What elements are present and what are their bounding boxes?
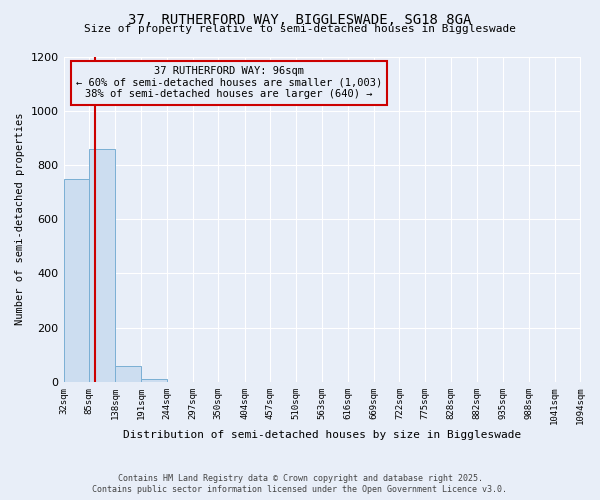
Bar xyxy=(89,148,115,382)
Y-axis label: Number of semi-detached properties: Number of semi-detached properties xyxy=(15,113,25,326)
Bar xyxy=(64,178,89,382)
Bar xyxy=(115,366,141,382)
Text: Contains HM Land Registry data © Crown copyright and database right 2025.
Contai: Contains HM Land Registry data © Crown c… xyxy=(92,474,508,494)
Text: 37, RUTHERFORD WAY, BIGGLESWADE, SG18 8GA: 37, RUTHERFORD WAY, BIGGLESWADE, SG18 8G… xyxy=(128,12,472,26)
Text: Size of property relative to semi-detached houses in Biggleswade: Size of property relative to semi-detach… xyxy=(84,24,516,34)
Bar xyxy=(141,379,167,382)
Text: 37 RUTHERFORD WAY: 96sqm
← 60% of semi-detached houses are smaller (1,003)
38% o: 37 RUTHERFORD WAY: 96sqm ← 60% of semi-d… xyxy=(76,66,382,100)
X-axis label: Distribution of semi-detached houses by size in Biggleswade: Distribution of semi-detached houses by … xyxy=(123,430,521,440)
